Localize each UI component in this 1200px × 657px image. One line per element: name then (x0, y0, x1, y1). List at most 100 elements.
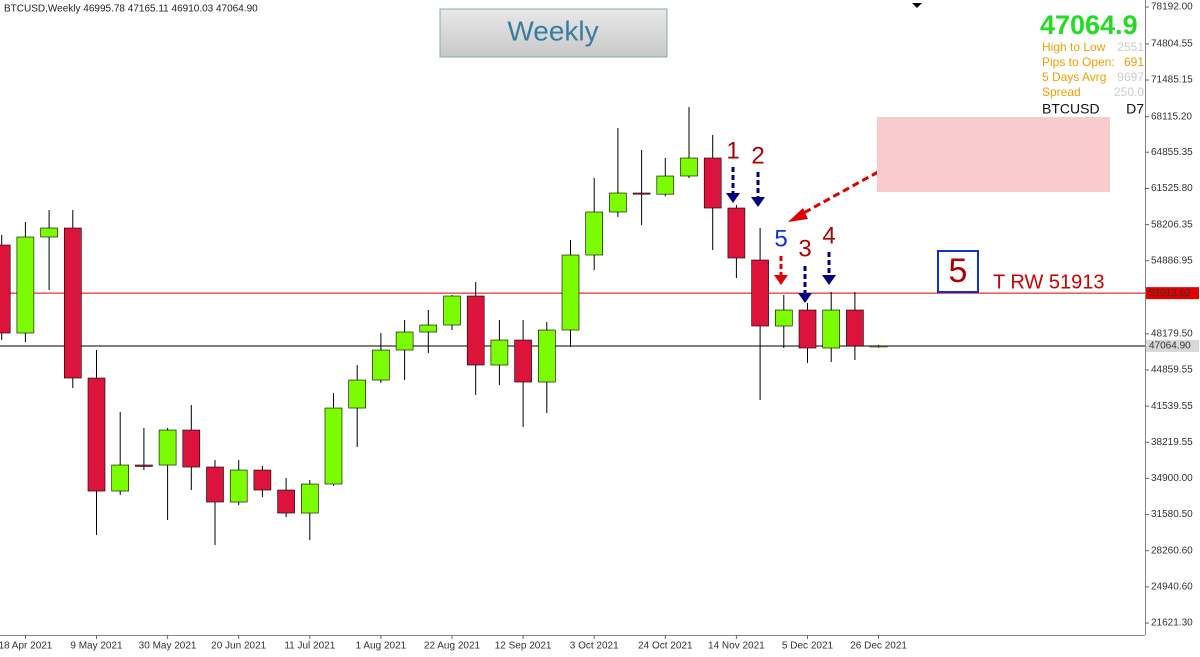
candle-body (135, 464, 153, 467)
x-tick-label: 26 Dec 2021 (850, 641, 907, 652)
candle-body (300, 483, 319, 514)
x-tick-label: 12 Sep 2021 (495, 641, 552, 652)
arrow-head (822, 275, 836, 285)
y-tick-label: 68115.20 (1151, 111, 1192, 122)
x-tick-label: 14 Nov 2021 (708, 641, 765, 652)
candle-body (490, 339, 509, 366)
price-line-label: 51913.02 (1149, 288, 1191, 299)
info-value: 9697 (1117, 70, 1144, 84)
x-tick-label: 11 Jul 2021 (284, 641, 335, 652)
candle-body (774, 309, 793, 327)
info-value: 691 (1124, 55, 1144, 69)
info-value: 250.0 (1114, 85, 1144, 99)
y-tick-label: 28260.60 (1151, 545, 1193, 556)
candle-body (514, 339, 532, 383)
candle-body (40, 227, 58, 238)
candle-body (656, 175, 675, 195)
y-tick-label: 44859.55 (1151, 365, 1193, 376)
candle-body (632, 192, 651, 195)
candle-body (537, 329, 556, 383)
y-tick-label: 54886.95 (1151, 255, 1193, 266)
arrow-head (726, 193, 740, 203)
price-line-tag (1146, 287, 1199, 300)
candle-body (727, 207, 746, 259)
x-tick-label: 5 Dec 2021 (782, 641, 834, 652)
y-tick-label: 74804.55 (1151, 39, 1193, 50)
candle-body (158, 429, 177, 466)
info-label: Spread (1042, 85, 1081, 99)
shift-marker (912, 3, 922, 8)
candle-body (751, 259, 769, 327)
marker-label: 1 (726, 137, 739, 164)
arrow-head (798, 293, 812, 303)
info-label: High to Low (1042, 40, 1106, 54)
candle-body (206, 466, 224, 503)
header: BTCUSD,Weekly 46995.78 47165.11 46910.03… (4, 4, 258, 15)
y-tick-label: 64855.35 (1151, 147, 1193, 158)
candle-body (111, 464, 129, 492)
candle-body (869, 345, 888, 348)
candle-body (585, 211, 604, 256)
y-tick-label: 58206.35 (1151, 219, 1193, 230)
info-label: 5 Days Avrg (1042, 70, 1106, 84)
candle-body (609, 192, 627, 213)
x-tick-label: 22 Aug 2021 (424, 641, 481, 652)
arrow-head (751, 197, 765, 207)
candle-body (680, 157, 698, 177)
note-arrow (799, 170, 879, 217)
x-tick-label: 30 May 2021 (139, 641, 197, 652)
x-tick-label: 18 Apr 2021 (0, 641, 53, 652)
candle-body (0, 244, 11, 334)
candle-body (16, 236, 35, 334)
y-tick-label: 61525.80 (1151, 183, 1193, 194)
y-tick-label: 48179.50 (1151, 328, 1193, 339)
y-tick-label: 78192.00 (1151, 2, 1193, 13)
level-text: T RW 51913 (993, 271, 1105, 293)
x-tick-label: 20 Jun 2021 (211, 641, 266, 652)
candle-body (443, 295, 461, 326)
price-line-tag (1146, 339, 1199, 352)
x-tick-label: 24 Oct 2021 (638, 641, 693, 652)
x-tick-label: 3 Oct 2021 (570, 641, 619, 652)
candle-body (822, 309, 841, 349)
info-value: 2551 (1117, 40, 1144, 54)
y-tick-label: 38219.55 (1151, 437, 1193, 448)
candle-body (372, 349, 390, 381)
y-tick-label: 24940.60 (1151, 582, 1193, 593)
candle-body (348, 379, 367, 409)
y-tick-label: 21621.30 (1151, 618, 1193, 629)
candles (0, 107, 888, 546)
candle-body (466, 295, 485, 366)
arrow-head (788, 208, 808, 222)
y-tick-label: 71485.15 (1151, 75, 1193, 86)
info-label: Pips to Open: (1042, 55, 1115, 69)
marker-label: 5 (774, 225, 787, 252)
x-tick-label: 1 Aug 2021 (356, 641, 407, 652)
info-price: 47064.9 (1040, 10, 1138, 40)
y-tick-label: 41539.55 (1151, 401, 1193, 412)
info-value: D7 (1126, 101, 1144, 117)
candle-body (182, 429, 201, 468)
x-tick-label: 9 May 2021 (70, 641, 123, 652)
level-box-label: 5 (949, 252, 968, 290)
candle-body (395, 331, 414, 351)
candle-body (561, 254, 580, 331)
level-box (937, 250, 979, 293)
marker-label: 2 (751, 142, 764, 169)
candle-body (324, 407, 343, 485)
arrow-head (774, 275, 788, 285)
y-tick-label: 31580.50 (1151, 509, 1193, 520)
candle-body (277, 489, 295, 514)
timeframe-label: Weekly (507, 15, 598, 46)
marker-label: 4 (822, 222, 835, 249)
candle-body (419, 324, 438, 333)
candle-body (846, 309, 864, 347)
candle-body (229, 469, 248, 503)
candle-body (87, 377, 106, 492)
candle-body (798, 309, 817, 349)
price-line-label: 47064.90 (1149, 341, 1191, 352)
marker-label: 3 (798, 235, 811, 262)
